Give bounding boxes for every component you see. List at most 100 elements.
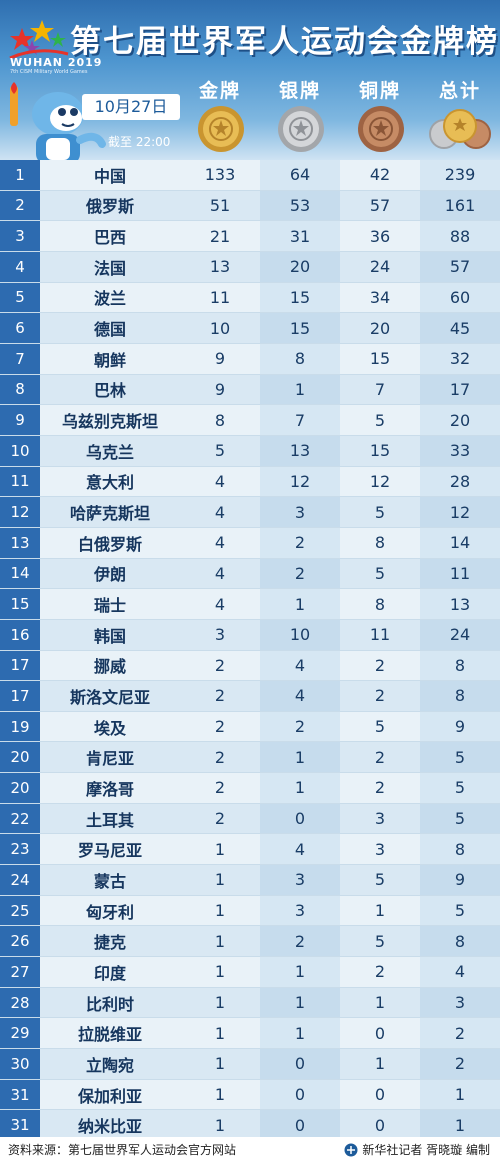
credit: 新华社记者 胥晓璇 编制 [344, 1141, 490, 1158]
table-row: 4 法国 13 20 24 57 [0, 251, 500, 283]
total-count-cell: 88 [420, 221, 500, 251]
rank-cell: 30 [0, 1049, 40, 1079]
bronze-count-cell: 15 [369, 349, 391, 369]
rank-cell: 9 [0, 405, 40, 435]
table-row: 17 挪威 2 4 2 8 [0, 650, 500, 682]
silver-count-cell: 1 [260, 589, 340, 619]
bronze-count-cell: 15 [369, 441, 391, 461]
total-count-cell: 8 [420, 650, 500, 681]
rank-cell: 26 [0, 926, 40, 957]
silver-count-cell: 0 [260, 803, 340, 834]
country-cell: 哈萨克斯坦 [69, 504, 150, 524]
table-row: 16 韩国 3 10 11 24 [0, 619, 500, 651]
total-count-cell: 60 [420, 282, 500, 313]
total-count-cell: 5 [420, 895, 500, 926]
gold-count-cell: 1 [214, 931, 226, 951]
gold-count-cell: 1 [214, 1054, 226, 1074]
country-cell: 比利时 [85, 994, 134, 1014]
country-cell: 中国 [93, 166, 126, 186]
rank-cell: 14 [0, 558, 40, 589]
rank-cell: 5 [0, 282, 40, 313]
gold-count-cell: 5 [214, 441, 226, 461]
gold-count-cell: 51 [209, 195, 231, 215]
total-count-cell: 45 [420, 313, 500, 343]
medal-stack-icon [429, 109, 491, 149]
total-count-cell: 8 [420, 926, 500, 957]
silver-count-cell: 1 [260, 987, 340, 1018]
gold-count-cell: 2 [214, 778, 226, 798]
bronze-count-cell: 8 [374, 533, 386, 553]
total-count-cell: 3 [420, 987, 500, 1018]
rank-cell: 31 [0, 1110, 40, 1140]
total-count-cell: 14 [420, 527, 500, 558]
total-count-cell: 8 [420, 834, 500, 865]
gold-count-cell: 4 [214, 594, 226, 614]
bronze-medal-icon [358, 106, 404, 152]
brand-name: WUHAN 2019 [10, 56, 103, 69]
silver-count-cell: 4 [260, 650, 340, 681]
total-count-cell: 28 [420, 466, 500, 497]
silver-count-cell: 1 [260, 957, 340, 987]
gold-count-cell: 2 [214, 717, 226, 737]
bronze-count-cell: 0 [374, 1023, 386, 1043]
table-row: 22 土耳其 2 0 3 5 [0, 803, 500, 835]
bronze-count-cell: 5 [374, 410, 386, 430]
silver-count-cell: 3 [260, 865, 340, 895]
bronze-count-cell: 1 [374, 901, 386, 921]
bronze-count-cell: 1 [374, 993, 386, 1013]
silver-count-cell: 15 [260, 282, 340, 313]
rank-cell: 22 [0, 803, 40, 834]
gold-count-cell: 1 [214, 962, 226, 982]
table-row: 26 捷克 1 2 5 8 [0, 926, 500, 958]
bronze-count-cell: 0 [374, 1115, 386, 1135]
gold-count-cell: 1 [214, 993, 226, 1013]
total-count-cell: 2 [420, 1049, 500, 1079]
silver-count-cell: 8 [260, 343, 340, 374]
xinhua-logo-icon [344, 1143, 358, 1156]
bronze-count-cell: 12 [369, 471, 391, 491]
country-cell: 捷克 [93, 933, 126, 953]
table-row: 6 德国 10 15 20 45 [0, 313, 500, 344]
rank-cell: 3 [0, 221, 40, 251]
rank-cell: 11 [0, 466, 40, 497]
table-row: 20 摩洛哥 2 1 2 5 [0, 773, 500, 804]
rank-cell: 31 [0, 1079, 40, 1110]
country-cell: 挪威 [93, 657, 126, 677]
source-note: 资料来源：第七届世界军人运动会官方网站 [8, 1143, 237, 1157]
bronze-count-cell: 5 [374, 563, 386, 583]
gold-count-cell: 1 [214, 1023, 226, 1043]
table-row: 5 波兰 11 15 34 60 [0, 282, 500, 314]
column-header-bronze: 铜牌 [358, 80, 401, 102]
gold-count-cell: 11 [209, 287, 231, 307]
bronze-count-cell: 2 [374, 962, 386, 982]
table-row: 17 斯洛文尼亚 2 4 2 8 [0, 681, 500, 712]
country-cell: 波兰 [93, 289, 126, 309]
footer: 资料来源：第七届世界军人运动会官方网站 新华社记者 胥晓璇 编制 [0, 1137, 500, 1161]
mascot-icon [10, 82, 106, 164]
bronze-count-cell: 7 [374, 379, 386, 399]
table-row: 30 立陶宛 1 0 1 2 [0, 1049, 500, 1080]
bronze-count-cell: 5 [374, 870, 386, 890]
country-cell: 巴西 [93, 228, 126, 248]
gold-count-cell: 2 [214, 809, 226, 829]
gold-count-cell: 21 [209, 226, 231, 246]
games-logo-icon [9, 20, 69, 60]
country-cell: 朝鲜 [93, 350, 126, 370]
total-count-cell: 9 [420, 711, 500, 742]
bronze-count-cell: 8 [374, 594, 386, 614]
table-row: 9 乌兹别克斯坦 8 7 5 20 [0, 405, 500, 436]
table-row: 7 朝鲜 9 8 15 32 [0, 343, 500, 375]
gold-count-cell: 1 [214, 870, 226, 890]
country-cell: 瑞士 [93, 596, 126, 616]
table-row: 19 埃及 2 2 5 9 [0, 711, 500, 743]
country-cell: 保加利亚 [77, 1086, 142, 1106]
gold-count-cell: 2 [214, 686, 226, 706]
silver-count-cell: 13 [260, 435, 340, 466]
rank-cell: 10 [0, 435, 40, 466]
country-cell: 埃及 [93, 718, 126, 738]
total-count-cell: 13 [420, 589, 500, 619]
bronze-count-cell: 57 [369, 195, 391, 215]
silver-count-cell: 2 [260, 711, 340, 742]
credit-text: 新华社记者 胥晓璇 编制 [362, 1143, 490, 1157]
